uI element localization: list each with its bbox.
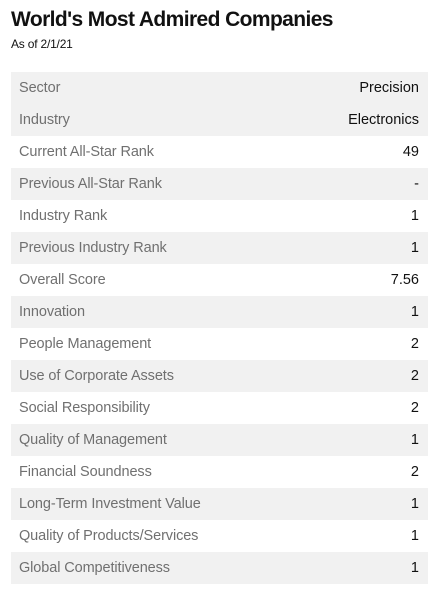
row-label: Industry [19,112,70,128]
row-value: 7.56 [390,272,419,288]
row-label: Overall Score [19,272,106,288]
row-value: 2 [410,400,419,416]
row-value: 2 [410,368,419,384]
table-row-industry: Industry Electronics [11,104,428,136]
row-label: Innovation [19,304,85,320]
row-value: 1 [410,208,419,224]
table-row-current-all-star-rank: Current All-Star Rank 49 [11,136,428,168]
row-value: 49 [402,144,419,160]
row-value: 1 [410,528,419,544]
row-label: Social Responsibility [19,400,150,416]
row-label: Financial Soundness [19,464,152,480]
table-row-previous-all-star-rank: Previous All-Star Rank - [11,168,428,200]
table-row-people-management: People Management 2 [11,328,428,360]
table-row-quality-of-products-services: Quality of Products/Services 1 [11,520,428,552]
row-value: 1 [410,304,419,320]
table-row-long-term-investment-value: Long-Term Investment Value 1 [11,488,428,520]
row-value: 1 [410,240,419,256]
table-row-social-responsibility: Social Responsibility 2 [11,392,428,424]
row-value: Precision [359,80,419,96]
row-value: 1 [410,560,419,576]
row-value: Electronics [348,112,419,128]
row-label: Quality of Management [19,432,167,448]
row-label: Long-Term Investment Value [19,496,201,512]
page-title: World's Most Admired Companies [11,8,333,31]
row-value: - [414,176,419,192]
table-row-sector: Sector Precision [11,72,428,104]
as-of-date: As of 2/1/21 [11,37,73,51]
table-row-previous-industry-rank: Previous Industry Rank 1 [11,232,428,264]
row-label: People Management [19,336,152,352]
row-label: Global Competitiveness [19,560,170,576]
row-label: Use of Corporate Assets [19,368,174,384]
row-label: Industry Rank [19,208,108,224]
table-row-global-competitiveness: Global Competitiveness 1 [11,552,428,584]
row-label: Sector [19,80,61,96]
table-row-use-of-corporate-assets: Use of Corporate Assets 2 [11,360,428,392]
header: World's Most Admired Companies As of 2/1… [11,6,427,52]
table-row-innovation: Innovation 1 [11,296,428,328]
rankings-table: Sector Precision Industry Electronics Cu… [11,72,428,584]
table-row-industry-rank: Industry Rank 1 [11,200,428,232]
row-label: Previous All-Star Rank [19,176,162,192]
table-row-financial-soundness: Financial Soundness 2 [11,456,428,488]
row-value: 2 [410,464,419,480]
row-value: 2 [410,336,419,352]
row-label: Quality of Products/Services [19,528,199,544]
row-value: 1 [410,432,419,448]
table-row-overall-score: Overall Score 7.56 [11,264,428,296]
row-label: Previous Industry Rank [19,240,167,256]
table-row-quality-of-management: Quality of Management 1 [11,424,428,456]
row-value: 1 [410,496,419,512]
row-label: Current All-Star Rank [19,144,154,160]
